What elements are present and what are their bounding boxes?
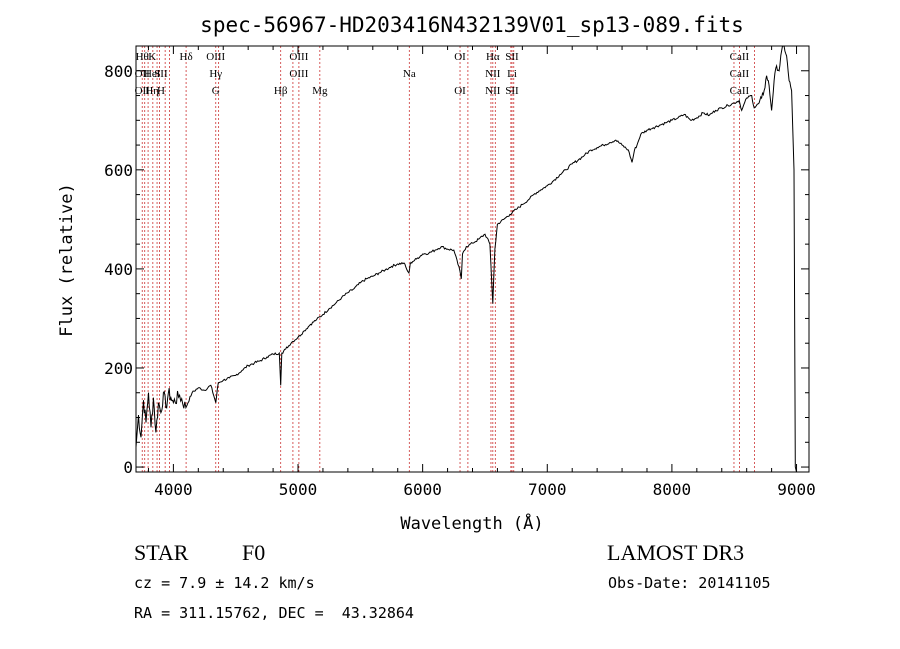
x-tick-label: 4000 [154, 480, 193, 499]
x-axis-label: Wavelength (Å) [400, 512, 543, 534]
line-label: Hθ [136, 51, 149, 63]
line-label: CaII [730, 68, 750, 80]
y-tick-label: 0 [123, 458, 133, 477]
line-label: SII [154, 68, 168, 80]
line-label: OII [135, 85, 151, 97]
x-tick-label: 9000 [777, 480, 816, 499]
line-markers [141, 46, 755, 472]
line-label: Hη [145, 85, 159, 97]
line-label: Hα [486, 51, 500, 63]
redshift-readout: cz = 7.9 ± 14.2 km/s [134, 574, 315, 592]
y-tick-label: 800 [104, 62, 133, 81]
line-label: OIII [289, 51, 308, 63]
line-label: SII [505, 51, 519, 63]
line-label: Li [507, 68, 517, 80]
x-tick-label: 6000 [403, 480, 442, 499]
line-label: G [212, 85, 220, 97]
line-label: K [148, 51, 156, 63]
chart-title: spec-56967-HD203416N432139V01_sp13-089.f… [200, 13, 744, 37]
x-axis: 4000 5000 6000 7000 8000 9000 [147, 46, 816, 499]
object-class: STAR [134, 540, 189, 565]
line-label: OI [454, 51, 466, 63]
line-label: CaII [730, 85, 750, 97]
x-tick-label: 5000 [279, 480, 318, 499]
line-label: Hβ [274, 85, 288, 97]
obs-date: Obs-Date: 20141105 [608, 574, 771, 592]
y-tick-label: 600 [104, 161, 133, 180]
x-tick-label: 8000 [653, 480, 692, 499]
line-label: H [157, 85, 165, 97]
line-label: NII [485, 68, 501, 80]
line-label: SII [505, 85, 519, 97]
line-label: Hγ [209, 68, 222, 80]
object-subclass: F0 [242, 540, 266, 565]
line-label: CaII [730, 51, 750, 63]
survey-label: LAMOST DR3 [607, 540, 745, 565]
line-label: OIII [206, 51, 225, 63]
line-label: NII [485, 85, 501, 97]
line-label: Hδ [180, 51, 193, 63]
line-label: Na [403, 68, 416, 80]
line-label: Mg [312, 85, 328, 97]
coordinates: RA = 311.15762, DEC = 43.32864 [134, 604, 414, 622]
line-label: HeI [144, 68, 161, 80]
line-label: OIII [289, 68, 308, 80]
y-axis-label: Flux (relative) [57, 183, 77, 337]
x-tick-label: 7000 [528, 480, 567, 499]
y-tick-label: 400 [104, 260, 133, 279]
spectrum-line [135, 45, 797, 473]
line-label: OI [454, 85, 466, 97]
plot-frame [135, 45, 810, 473]
y-tick-label: 200 [104, 359, 133, 378]
y-axis: 0 200 400 600 800 [104, 62, 809, 477]
